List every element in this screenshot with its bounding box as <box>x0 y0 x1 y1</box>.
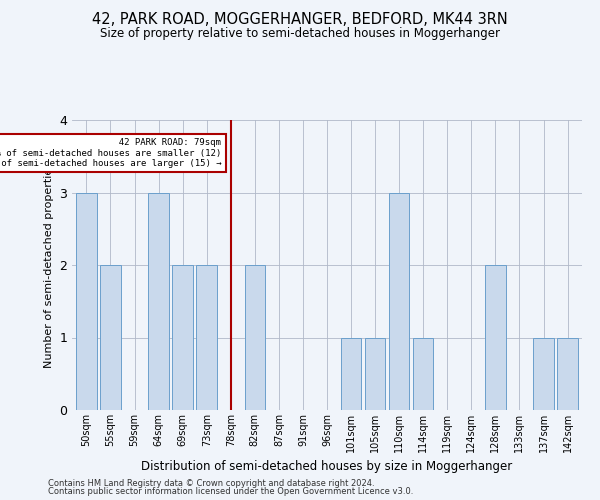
Bar <box>172 265 193 410</box>
Bar <box>245 265 265 410</box>
Bar <box>413 338 433 410</box>
Bar <box>557 338 578 410</box>
Bar <box>100 265 121 410</box>
Bar <box>196 265 217 410</box>
Text: Contains HM Land Registry data © Crown copyright and database right 2024.: Contains HM Land Registry data © Crown c… <box>48 478 374 488</box>
Text: Contains public sector information licensed under the Open Government Licence v3: Contains public sector information licen… <box>48 487 413 496</box>
Bar <box>341 338 361 410</box>
Bar <box>485 265 506 410</box>
X-axis label: Distribution of semi-detached houses by size in Moggerhanger: Distribution of semi-detached houses by … <box>142 460 512 473</box>
Bar <box>533 338 554 410</box>
Bar <box>389 192 409 410</box>
Text: 42 PARK ROAD: 79sqm
← 44% of semi-detached houses are smaller (12)
  56% of semi: 42 PARK ROAD: 79sqm ← 44% of semi-detach… <box>0 138 221 168</box>
Y-axis label: Number of semi-detached properties: Number of semi-detached properties <box>44 162 53 368</box>
Bar <box>365 338 385 410</box>
Text: 42, PARK ROAD, MOGGERHANGER, BEDFORD, MK44 3RN: 42, PARK ROAD, MOGGERHANGER, BEDFORD, MK… <box>92 12 508 28</box>
Bar <box>76 192 97 410</box>
Bar <box>148 192 169 410</box>
Text: Size of property relative to semi-detached houses in Moggerhanger: Size of property relative to semi-detach… <box>100 28 500 40</box>
